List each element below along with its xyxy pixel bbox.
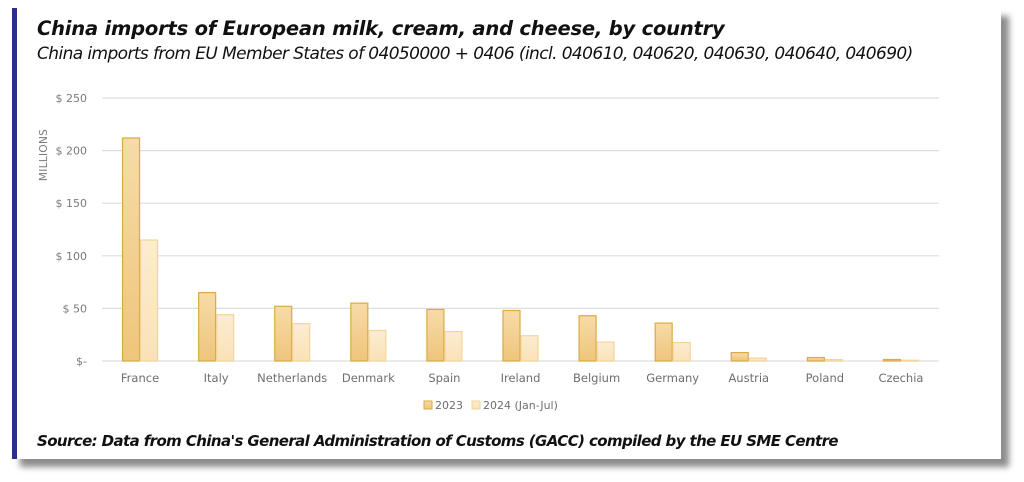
bar-denmark-2024	[368, 329, 387, 362]
source-note: Source: Data from China's General Admini…	[37, 432, 839, 450]
y-axis-ticks: $- $ 50 $ 100 $ 150 $ 200 $ 250	[56, 92, 88, 368]
y-tick-label: $ 100	[56, 250, 88, 263]
bar-italy-2024	[216, 314, 235, 362]
x-tick-label: Spain	[428, 371, 460, 385]
bar-germany-2023	[654, 322, 673, 362]
accent-bar	[12, 8, 17, 459]
bar-poland-2024	[824, 359, 843, 362]
x-tick-label: Poland	[806, 371, 844, 385]
x-tick-label: Austria	[728, 371, 769, 385]
bar-austria-2024	[748, 357, 767, 362]
bar-italy-2023	[198, 292, 217, 362]
bars	[121, 137, 920, 362]
y-tick-label: $-	[76, 355, 87, 368]
bar-ireland-2023	[502, 309, 521, 362]
bar-denmark-2023	[350, 302, 369, 362]
x-tick-label: Denmark	[342, 371, 395, 385]
x-tick-label: France	[121, 371, 159, 385]
x-tick-label: Czechia	[878, 371, 923, 385]
bar-poland-2023	[806, 356, 825, 362]
x-tick-label: Italy	[204, 371, 229, 385]
y-tick-label: $ 150	[56, 197, 88, 210]
chart-title: China imports of European milk, cream, a…	[37, 17, 725, 40]
x-tick-label: Belgium	[573, 371, 620, 385]
bar-czechia-2023	[882, 358, 902, 362]
chart-subtitle: China imports from EU Member States of 0…	[37, 44, 913, 64]
bar-austria-2023	[730, 351, 749, 362]
bar-germany-2024	[672, 341, 691, 362]
bar-ireland-2024	[520, 335, 539, 362]
x-tick-label: Ireland	[501, 371, 541, 385]
bar-france-2024	[139, 239, 159, 362]
bar-netherlands-2023	[274, 305, 293, 362]
y-tick-label: $ 250	[56, 92, 88, 105]
bar-belgium-2023	[578, 315, 597, 362]
y-axis-label: MILLIONS	[38, 129, 50, 181]
bar-netherlands-2024	[292, 323, 311, 362]
x-axis-labels: France Italy Netherlands Denmark Spain Irelan…	[121, 371, 924, 385]
legend: 2023 2024 (Jan-Jul)	[423, 399, 558, 412]
legend-label: 2023	[435, 399, 463, 412]
legend-label: 2024 (Jan-Jul)	[483, 399, 558, 412]
y-tick-label: $ 200	[56, 145, 88, 158]
bar-spain-2024	[444, 330, 463, 362]
x-tick-label: Germany	[646, 371, 699, 385]
bar-spain-2023	[426, 308, 445, 362]
y-tick-label: $ 50	[63, 302, 88, 315]
bar-czechia-2024	[900, 359, 920, 362]
legend-swatch-2023	[423, 400, 433, 410]
bar-belgium-2024	[596, 341, 615, 362]
legend-swatch-2024	[471, 400, 481, 410]
gridlines	[102, 97, 939, 362]
bar-france-2023	[121, 137, 141, 362]
chart-card: China imports of European milk, cream, a…	[12, 8, 1001, 459]
x-tick-label: Netherlands	[257, 371, 327, 385]
